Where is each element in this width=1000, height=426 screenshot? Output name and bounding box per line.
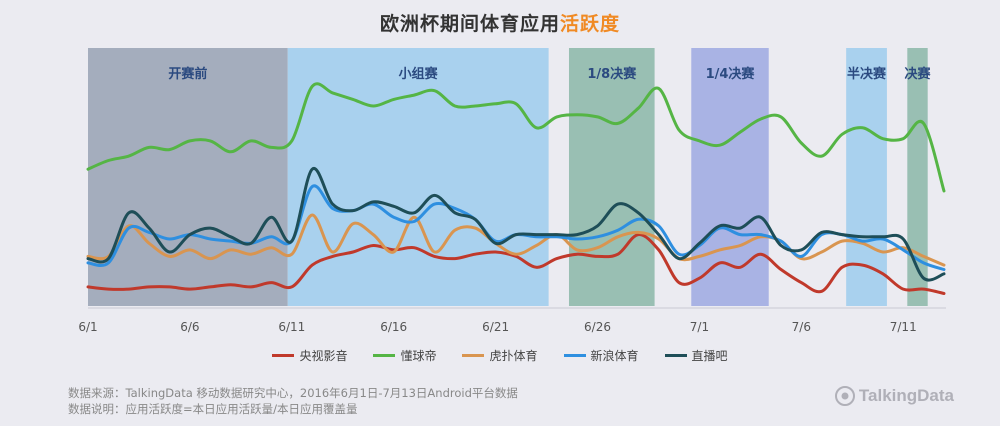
phase-band-1 [287, 48, 549, 306]
x-tick-label: 7/1 [690, 320, 709, 334]
series-lines [86, 82, 946, 295]
phase-label-1: 小组赛 [399, 66, 439, 82]
phase-label-0: 开赛前 [168, 66, 207, 82]
line-chart: 开赛前 小组赛 1/8决赛 1/4决赛 半决赛 决赛 6/1 6/6 6/11 6/16 6/21… [78, 48, 946, 334]
phase-label-3: 1/4决赛 [706, 66, 756, 82]
x-tick-label: 6/6 [180, 320, 199, 334]
legend-item-2: 虎扑体育 [462, 347, 538, 364]
footer-notes: 数据来源：TalkingData 移动数据研究中心，2016年6月1日-7月13… [68, 385, 518, 417]
legend-item-0: 央视影音 [272, 347, 347, 364]
x-tick-label: 6/26 [584, 320, 611, 334]
phase-band-5 [907, 48, 928, 306]
legend-swatch [664, 354, 687, 357]
series-line-1 [86, 82, 946, 193]
phase-bands: 开赛前 小组赛 1/8决赛 1/4决赛 半决赛 决赛 [88, 48, 931, 306]
x-tick-label: 7/11 [890, 320, 917, 334]
x-axis: 6/1 6/6 6/11 6/16 6/21 6/26 7/1 7/6 7/11 [78, 307, 946, 334]
legend-label: 直播吧 [691, 349, 728, 363]
legend: 央视影音 懂球帝 虎扑体育 新浪体育 直播吧 [0, 347, 1000, 364]
series-line-4 [86, 167, 946, 282]
phase-band-0 [88, 48, 288, 306]
brand-logo: TalkingData [834, 386, 954, 406]
chart-title: 欧洲杯期间体育应用活跃度 [0, 9, 1000, 36]
legend-label: 央视影音 [299, 349, 348, 363]
legend-swatch [373, 354, 396, 357]
legend-item-3: 新浪体育 [563, 347, 639, 364]
chart-title-accent: 活跃度 [560, 13, 621, 35]
data-definition-note: 数据说明：应用活跃度=本日应用活跃量/本日应用覆盖量 [68, 402, 358, 416]
legend-item-4: 直播吧 [664, 347, 728, 364]
legend-swatch [272, 354, 295, 357]
series-line-2 [86, 213, 946, 267]
chart-title-main: 欧洲杯期间体育应用 [379, 13, 560, 35]
legend-item-1: 懂球帝 [373, 347, 436, 364]
x-tick-label: 7/6 [792, 320, 811, 334]
phase-band-3 [691, 48, 769, 306]
legend-label: 虎扑体育 [489, 349, 538, 363]
series-line-0 [86, 233, 946, 295]
x-tick-label: 6/11 [278, 320, 305, 334]
phase-label-4: 半决赛 [847, 66, 887, 82]
x-tick-label: 6/21 [482, 320, 509, 334]
legend-label: 新浪体育 [590, 349, 639, 363]
logo-text: TalkingData [858, 386, 954, 405]
legend-swatch [462, 354, 485, 357]
phase-label-2: 1/8决赛 [587, 66, 637, 82]
talkingdata-logo-icon [834, 386, 855, 406]
data-source-note: 数据来源：TalkingData 移动数据研究中心，2016年6月1日-7月13… [68, 386, 518, 400]
x-tick-label: 6/16 [380, 320, 407, 334]
x-tick-label: 6/1 [78, 320, 97, 334]
phase-label-5: 决赛 [904, 66, 931, 82]
legend-label: 懂球帝 [400, 349, 437, 363]
phase-band-2 [568, 48, 655, 306]
legend-swatch [563, 354, 586, 357]
